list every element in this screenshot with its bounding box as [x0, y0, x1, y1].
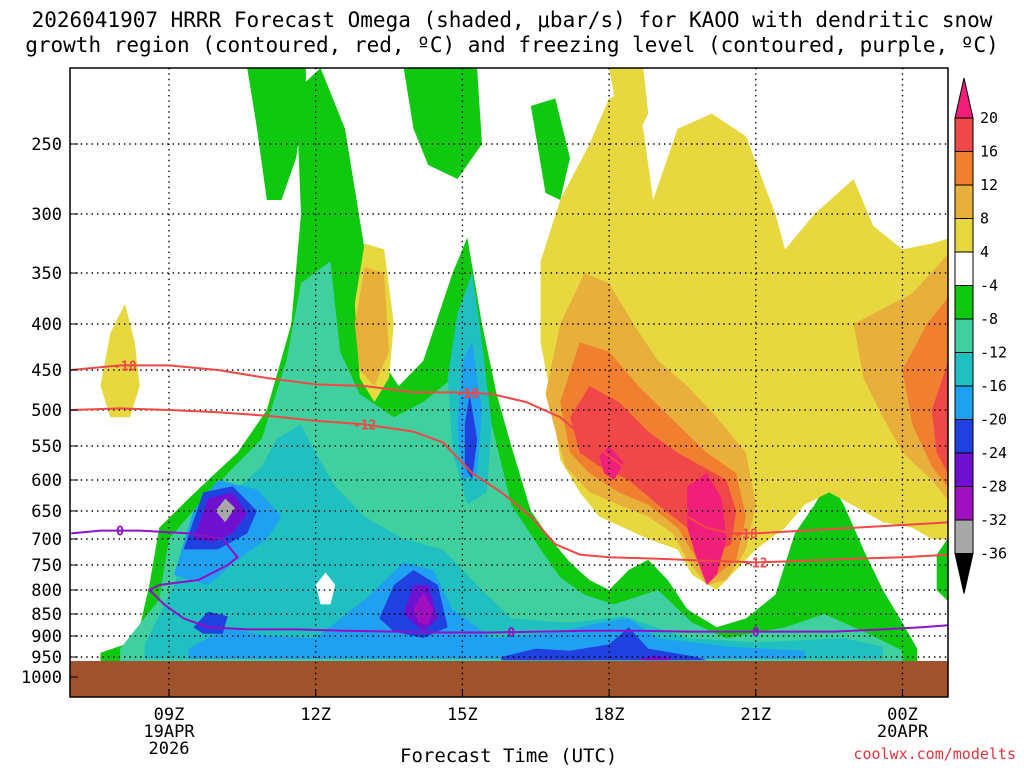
y-tick-label-750: 750 [31, 556, 62, 576]
colorbar-bin-3 [954, 218, 974, 253]
colorbar-label-11: -28 [980, 478, 1007, 496]
omega-blue-lower [188, 562, 805, 659]
colorbar-label-12: -32 [980, 511, 1007, 529]
x-tick-label-00Z: 00Z [887, 705, 918, 725]
colorbar-label-9: -20 [980, 411, 1007, 429]
colorbar-bin-1 [954, 151, 974, 186]
y-tick-label-300: 300 [31, 205, 62, 225]
colorbar-label-7: -12 [980, 344, 1007, 362]
y-tick-label-700: 700 [31, 530, 62, 550]
contour-zero-label-0: 0 [116, 525, 124, 540]
y-tick-label-400: 400 [31, 315, 62, 335]
omega-red-right [931, 361, 948, 474]
y-tick-label-1000: 1000 [21, 668, 62, 688]
omega-magenta-lower [413, 592, 434, 625]
contour-minus12-label-1: -12 [744, 556, 767, 571]
x-axis-title: Forecast Time (UTC) [400, 745, 618, 767]
y-tick-label-600: 600 [31, 471, 62, 491]
x-date-label-09Z: 19APR [143, 722, 195, 742]
colorbar-label-4: 4 [980, 243, 989, 261]
colorbar-bin-6 [954, 318, 974, 353]
colorbar-bin-12 [954, 519, 974, 554]
ground-terrain [70, 661, 948, 697]
contour-minus12-label-0: -12 [353, 418, 376, 433]
y-tick-label-350: 350 [31, 264, 62, 284]
colorbar-bin-7 [954, 352, 974, 387]
contour-zero-label-1: 0 [507, 626, 515, 641]
contour-zero-label-2: 0 [752, 626, 760, 641]
chart-title-line-2: growth region (contoured, red, ºC) and f… [25, 33, 999, 57]
omega-yellow-top [609, 68, 649, 144]
x-year-label-09Z: 2026 [149, 739, 190, 759]
contour-minus18-label-0: -18 [113, 359, 137, 374]
colorbar-bin-5 [954, 285, 974, 320]
y-tick-label-900: 900 [31, 627, 62, 647]
omega-purple-left [193, 492, 248, 542]
colorbar-label-1: 16 [980, 143, 998, 161]
y-tick-label-500: 500 [31, 401, 62, 421]
colorbar-bin-8 [954, 385, 974, 420]
colorbar-label-6: -8 [980, 310, 998, 328]
colorbar: 20 16 12 8 4 -4 -8 -12 -16 -20 -24 -28 -32 -36 [954, 77, 1007, 594]
omega-shading-layer [70, 68, 948, 697]
omega-deep-blue-plume [464, 394, 478, 480]
y-tick-label-450: 450 [31, 361, 62, 381]
x-tick-label-18Z: 18Z [594, 705, 625, 725]
colorbar-label-10: -24 [980, 444, 1007, 462]
axes-layer: 2503003504004505005506006507007508008509… [21, 67, 949, 759]
plot-frame [69, 67, 949, 698]
omega-gold-column [354, 267, 389, 386]
y-tick-label-650: 650 [31, 502, 62, 522]
colorbar-label-13: -36 [980, 545, 1007, 563]
x-tick-label-15Z: 15Z [447, 705, 478, 725]
colorbar-bin-2 [954, 184, 974, 219]
omega-white-hole [315, 572, 336, 605]
omega-purple-surface [638, 655, 673, 661]
contour-minus18-label-1: -18 [456, 387, 480, 402]
colorbar-bin-11 [954, 486, 974, 521]
omega-top-small-blob [530, 98, 570, 200]
contour-minus18 [71, 364, 948, 535]
omega-yellow-small-left [100, 303, 140, 418]
colorbar-bin-10 [954, 452, 974, 487]
colorbar-bin-9 [954, 419, 974, 454]
colorbar-bin-4 [954, 251, 974, 286]
omega-deep-blue-surface [501, 627, 707, 661]
omega-gray-core [215, 498, 235, 523]
colorbar-label-8: -16 [980, 377, 1007, 395]
contour-layer: -18 -18 -18 -12 -12 0 0 0 [71, 359, 948, 641]
chart-title-line-1: 2026041907 HRRR Forecast Omega (shaded, … [31, 8, 993, 32]
y-tick-label-800: 800 [31, 581, 62, 601]
omega-pink-core [687, 473, 727, 585]
y-tick-label-950: 950 [31, 648, 62, 668]
x-tick-label-09Z: 09Z [154, 705, 185, 725]
colorbar-bottom-arrow [954, 553, 974, 594]
x-date-label-00Z: 20APR [877, 722, 929, 742]
contour-minus18-label-2: -18 [734, 527, 758, 542]
y-tick-label-850: 850 [31, 605, 62, 625]
colorbar-label-2: 12 [980, 176, 998, 194]
colorbar-label-0: 20 [980, 109, 998, 127]
source-credit[interactable]: coolwx.com/modelts [853, 745, 1016, 763]
x-tick-label-12Z: 12Z [300, 705, 331, 725]
colorbar-label-5: -4 [980, 277, 998, 295]
colorbar-label-3: 8 [980, 210, 989, 228]
colorbar-bin-0 [954, 117, 974, 152]
y-tick-label-550: 550 [31, 437, 62, 457]
contour-minus12 [71, 407, 948, 564]
contour-zero [71, 529, 948, 634]
colorbar-top-arrow [954, 77, 974, 119]
x-tick-label-21Z: 21Z [740, 705, 771, 725]
y-tick-label-250: 250 [31, 135, 62, 155]
omega-top-left-blob [247, 68, 306, 200]
